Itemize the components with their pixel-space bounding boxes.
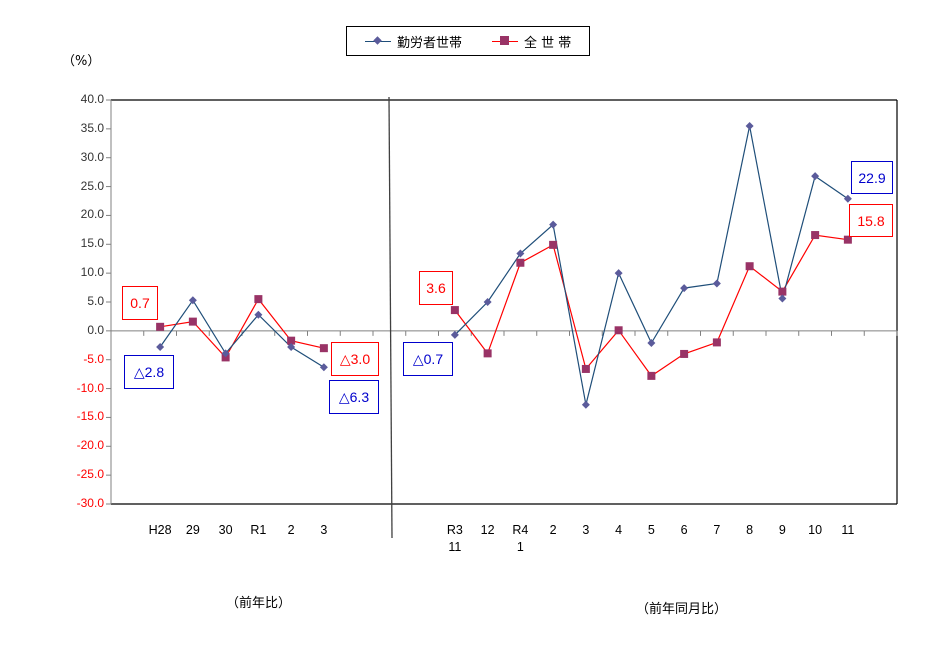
x-tick-label: 2 — [549, 523, 557, 537]
plot-axes — [106, 96, 898, 539]
y-tick-label: 35.0 — [80, 120, 104, 135]
x-tick-label: 12 — [480, 523, 495, 537]
x-tick-label: H28 — [148, 523, 172, 537]
legend: 勤労者世帯 全 世 帯 — [346, 26, 590, 56]
y-tick-label: -30.0 — [76, 496, 104, 510]
y-tick-label: -15.0 — [76, 409, 104, 424]
y-tick-label: -25.0 — [76, 467, 104, 482]
plot-lines — [156, 121, 852, 409]
x-tick-label: 30 — [218, 523, 233, 537]
x-tick-label: 7 — [713, 523, 721, 537]
x-tick-label: 10 — [808, 523, 823, 537]
x-tick-label: 11 — [841, 523, 855, 537]
callout-workers-r3-11: △0.7 — [403, 342, 453, 376]
callout-workers-3: △6.3 — [329, 380, 379, 414]
y-tick-label: -10.0 — [76, 380, 104, 395]
legend-label: 勤労者世帯 — [397, 35, 463, 51]
legend-item-workers: 勤労者世帯 — [365, 32, 462, 51]
x-tick-label: 3 — [320, 523, 328, 537]
square-marker-icon — [492, 36, 519, 46]
y-tick-label: 15.0 — [80, 236, 104, 251]
y-tick-label: 40.0 — [80, 92, 104, 106]
callout-all-3: △3.0 — [331, 342, 379, 376]
x-tick-label: 8 — [746, 523, 754, 537]
x-tick-label: 29 — [185, 523, 200, 537]
diamond-marker-icon — [365, 36, 391, 46]
x-tick-label: R1 — [250, 523, 267, 537]
x-tick-label: 4 — [615, 523, 623, 537]
section-label-annual: （前年比） — [226, 596, 292, 611]
y-tick-label: 5.0 — [87, 294, 104, 308]
y-tick-label: -20.0 — [76, 438, 104, 453]
callout-workers-h28: △2.8 — [124, 355, 174, 389]
y-tick-label: 10.0 — [80, 265, 104, 280]
callout-all-11: 15.8 — [849, 204, 893, 237]
x-tick-label: 2 — [287, 523, 295, 537]
callout-workers-11: 22.9 — [851, 161, 893, 194]
y-tick-label: 30.0 — [80, 149, 104, 164]
x-tick-label: 6 — [680, 523, 688, 537]
x-tick-label: R4 1 — [512, 523, 529, 554]
legend-item-all-households: 全 世 帯 — [492, 32, 571, 51]
x-tick-label: R3 11 — [446, 523, 463, 554]
y-tick-label: 25.0 — [80, 178, 104, 193]
y-axis-unit: （%） — [62, 54, 101, 69]
callout-all-r3-11: 3.6 — [419, 271, 453, 305]
x-tick-label: 3 — [582, 523, 590, 537]
section-label-monthly: （前年同月比） — [636, 602, 728, 617]
x-tick-label: 9 — [778, 523, 786, 537]
legend-label: 全 世 帯 — [524, 35, 572, 51]
y-tick-label: 0.0 — [87, 322, 104, 337]
y-tick-label: 20.0 — [80, 207, 104, 222]
x-tick-label: 5 — [647, 523, 655, 537]
y-tick-label: -5.0 — [83, 351, 104, 366]
callout-all-h28: 0.7 — [122, 286, 158, 320]
